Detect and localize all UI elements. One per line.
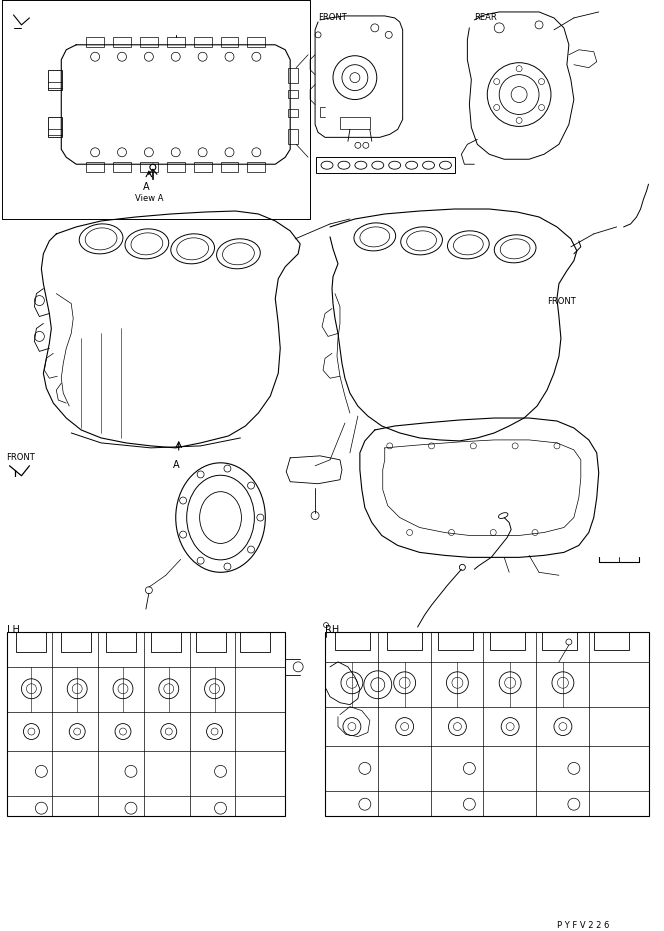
Text: FRONT: FRONT <box>318 13 347 22</box>
Bar <box>151 632 181 652</box>
Bar <box>113 37 131 47</box>
Bar <box>386 632 422 650</box>
Bar <box>248 37 266 47</box>
Bar <box>48 70 62 89</box>
Text: A: A <box>173 460 179 470</box>
Text: REAR: REAR <box>474 13 497 22</box>
Bar <box>196 632 226 652</box>
Bar <box>490 632 525 650</box>
Bar <box>288 110 298 117</box>
Bar <box>86 162 104 172</box>
Text: A: A <box>143 182 149 192</box>
Text: FRONT: FRONT <box>7 452 35 462</box>
Bar <box>167 37 185 47</box>
Text: View A: View A <box>135 194 163 203</box>
Bar <box>7 632 286 816</box>
Bar <box>17 632 46 652</box>
Bar <box>61 632 91 652</box>
Bar <box>594 632 629 650</box>
Bar <box>140 162 158 172</box>
Bar <box>288 68 298 83</box>
Bar <box>335 632 370 650</box>
Bar <box>220 162 238 172</box>
Bar <box>194 37 212 47</box>
Bar <box>340 117 370 129</box>
Bar <box>325 632 649 816</box>
Bar <box>86 37 104 47</box>
Bar <box>194 162 212 172</box>
Bar <box>106 632 136 652</box>
Bar <box>48 117 62 138</box>
Bar <box>240 632 270 652</box>
Bar <box>288 129 298 144</box>
Bar <box>542 632 577 650</box>
Bar <box>220 37 238 47</box>
Bar <box>288 89 298 98</box>
Bar <box>113 162 131 172</box>
Text: LH: LH <box>7 625 19 635</box>
Text: P Y F V 2 2 6: P Y F V 2 2 6 <box>557 921 610 930</box>
Bar <box>316 157 456 173</box>
Bar <box>167 162 185 172</box>
Text: RH: RH <box>325 625 339 635</box>
Bar <box>248 162 266 172</box>
Bar <box>140 37 158 47</box>
Bar <box>438 632 473 650</box>
Text: FRONT: FRONT <box>547 297 576 305</box>
